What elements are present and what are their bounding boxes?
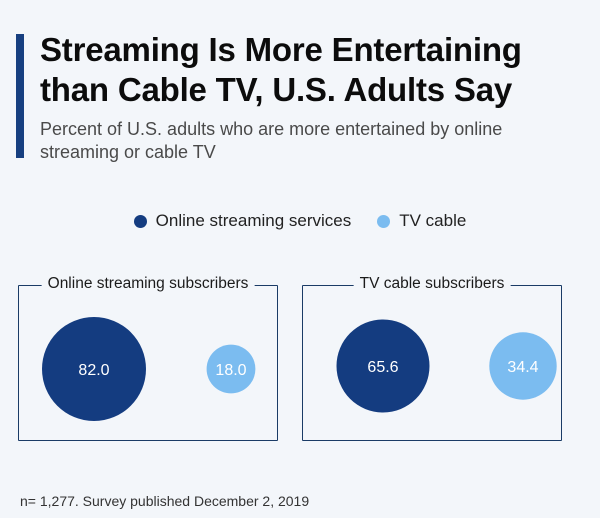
- legend-swatch-cable: [377, 214, 391, 228]
- bubble-value-label: 34.4: [507, 359, 538, 376]
- bubble-streaming-subs-streaming: [42, 317, 146, 421]
- legend-item-streaming: Online streaming services: [133, 211, 352, 231]
- legend-swatch-streaming: [133, 214, 147, 228]
- legend-item-cable: TV cable: [377, 211, 466, 231]
- panel-label-streaming-subscribers: Online streaming subscribers: [41, 274, 255, 294]
- bubbles-streaming-subscribers: 82.0 18.0: [42, 317, 256, 421]
- bubble-value-label: 82.0: [78, 362, 109, 379]
- bubble-cable-subs-streaming: [336, 319, 430, 413]
- footnote: n= 1,277. Survey published December 2, 2…: [20, 493, 310, 509]
- legend: Online streaming services TV cable: [0, 211, 600, 231]
- bubbles-cable-subscribers: 65.6 34.4: [336, 319, 557, 413]
- bubble-streaming-subs-cable: [206, 344, 256, 394]
- panel-cable-subscribers: 65.6 34.4 TV cable subscribers: [302, 274, 562, 441]
- chart-subtitle: Percent of U.S. adults who are more ente…: [40, 119, 503, 162]
- bubble-value-label: 65.6: [367, 359, 398, 376]
- legend-label-streaming: Online streaming services: [155, 211, 352, 230]
- legend-label-cable: TV cable: [399, 211, 467, 230]
- chart-title: Streaming Is More Entertaining than Cabl…: [40, 31, 522, 108]
- panel-label-cable-subscribers: TV cable subscribers: [353, 274, 511, 294]
- bubble-cable-subs-cable: [489, 332, 557, 400]
- title-accent-bar: [16, 34, 24, 158]
- bubble-value-label: 18.0: [215, 362, 246, 379]
- panel-streaming-subscribers: 82.0 18.0 Online streaming subscribers: [18, 274, 278, 441]
